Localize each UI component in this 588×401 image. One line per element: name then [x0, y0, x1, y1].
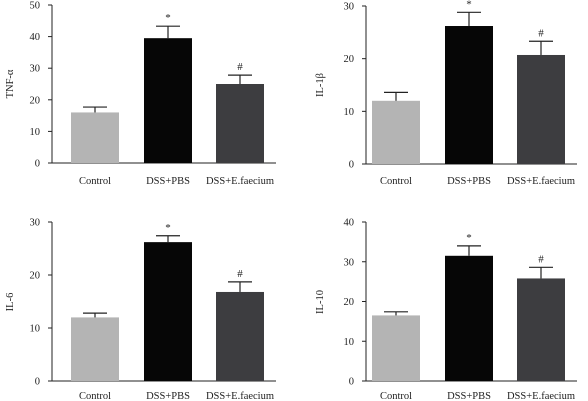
y-tick-label: 30: [30, 218, 41, 229]
y-tick-label: 0: [349, 160, 354, 171]
chart-panel-3: 0 10 20 30 IL-6 Control * DSS+PBS # DSS+E.faecium: [5, 218, 276, 401]
y-axis-label: IL-10: [315, 290, 326, 314]
bar-control: [71, 317, 119, 381]
bar-dss-e-faecium: [517, 54, 565, 165]
significance-marker: *: [466, 0, 472, 10]
bar-control: [71, 112, 119, 163]
bar-dss-pbs: [144, 38, 192, 163]
y-tick-label: 10: [30, 324, 41, 335]
bar-control: [372, 315, 420, 381]
significance-marker: #: [237, 61, 243, 73]
chart-panel-4: 0 10 20 30 40 IL-10 Control * DSS+PBS # DSS+E.faec…: [315, 218, 577, 401]
category-label: Control: [380, 176, 412, 187]
y-tick-label: 30: [344, 257, 355, 268]
bar-dss-pbs: [445, 26, 493, 164]
bar-dss-pbs: [445, 255, 493, 381]
category-label: Control: [380, 391, 412, 401]
bar-dss-e-faecium: [517, 278, 565, 381]
bar-dss-e-faecium: [216, 84, 264, 163]
significance-marker: #: [237, 268, 243, 280]
y-axis-label: IL-6: [5, 293, 16, 312]
y-tick-label: 30: [344, 2, 355, 13]
category-label: DSS+PBS: [447, 391, 491, 401]
significance-marker: #: [538, 27, 544, 39]
category-label: DSS+E.faecium: [206, 391, 274, 401]
y-tick-label: 20: [344, 54, 355, 65]
y-tick-label: 10: [344, 107, 355, 118]
y-tick-label: 20: [30, 95, 41, 106]
y-tick-label: 0: [35, 377, 40, 388]
category-label: DSS+E.faecium: [507, 391, 575, 401]
chart-panel-1: 0 10 20 30 40 50 TNF-α Control * DSS+PBS # DSS+E.fa…: [5, 1, 276, 187]
y-tick-label: 30: [30, 64, 41, 75]
category-label: DSS+E.faecium: [206, 176, 274, 187]
y-tick-label: 40: [30, 32, 41, 43]
y-tick-label: 40: [344, 218, 355, 229]
category-label: DSS+PBS: [447, 176, 491, 187]
bar-control: [372, 100, 420, 164]
chart-panel-2: 0 10 20 30 IL-1β Control * DSS+PBS # DSS+E.faeciu…: [315, 0, 577, 187]
y-tick-label: 10: [344, 337, 355, 348]
y-tick-label: 20: [344, 297, 355, 308]
y-tick-label: 0: [35, 159, 40, 170]
significance-marker: *: [165, 222, 171, 234]
category-label: Control: [79, 176, 111, 187]
significance-marker: *: [466, 232, 472, 244]
y-tick-label: 10: [30, 127, 41, 138]
y-tick-label: 0: [349, 377, 354, 388]
category-label: Control: [79, 391, 111, 401]
significance-marker: #: [538, 253, 544, 265]
bar-dss-e-faecium: [216, 291, 264, 381]
y-tick-label: 50: [30, 1, 41, 12]
category-label: DSS+PBS: [146, 391, 190, 401]
y-tick-label: 20: [30, 271, 41, 282]
bar-dss-pbs: [144, 242, 192, 381]
y-axis-label: TNF-α: [5, 69, 16, 98]
category-label: DSS+E.faecium: [507, 176, 575, 187]
y-axis-label: IL-1β: [315, 73, 326, 97]
category-label: DSS+PBS: [146, 176, 190, 187]
significance-marker: *: [165, 12, 171, 24]
